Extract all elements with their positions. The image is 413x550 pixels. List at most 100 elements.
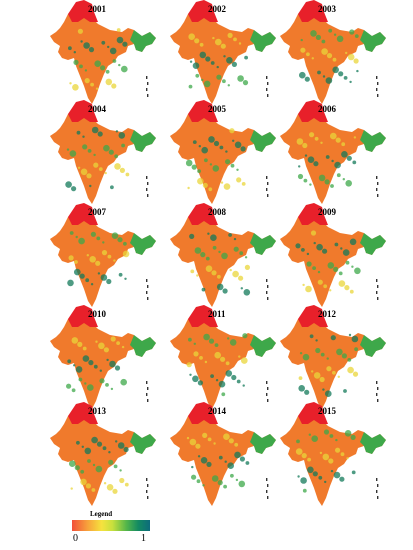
vegetation-patch xyxy=(105,78,113,86)
vegetation-patch xyxy=(349,238,357,246)
map-panel: 2006 xyxy=(268,100,393,204)
map-panel: 2010 xyxy=(38,305,163,409)
island xyxy=(266,393,268,396)
island xyxy=(266,490,268,493)
vegetation-patch xyxy=(326,366,332,372)
vegetation-patch xyxy=(214,351,221,359)
vegetation-patch xyxy=(85,483,91,489)
vegetation-patch xyxy=(347,366,354,374)
vegetation-patch xyxy=(75,235,78,239)
vegetation-patch xyxy=(325,390,332,397)
map-panel: 2015 xyxy=(268,402,393,506)
island xyxy=(147,94,149,97)
vegetation-patch xyxy=(234,141,242,149)
vegetation-patch xyxy=(239,251,244,256)
vegetation-patch xyxy=(80,168,88,176)
vegetation-patch xyxy=(197,455,201,458)
vegetation-patch xyxy=(354,34,359,38)
vegetation-patch xyxy=(233,37,237,42)
vegetation-patch xyxy=(330,184,334,188)
india-landmass xyxy=(280,6,386,104)
vegetation-patch xyxy=(95,340,98,343)
vegetation-patch xyxy=(76,440,80,445)
vegetation-patch xyxy=(329,434,334,438)
island xyxy=(376,490,378,493)
vegetation-patch xyxy=(210,61,215,65)
vegetation-patch xyxy=(321,39,326,44)
vegetation-patch xyxy=(90,283,94,286)
island xyxy=(377,297,379,300)
map-panel: 2009 xyxy=(268,203,393,307)
vegetation-patch xyxy=(240,146,246,152)
vegetation-patch xyxy=(225,150,228,153)
vegetation-patch xyxy=(69,82,72,85)
vegetation-patch xyxy=(186,436,190,440)
vegetation-patch xyxy=(222,79,226,84)
island xyxy=(267,399,269,402)
vegetation-patch xyxy=(110,185,114,190)
vegetation-patch xyxy=(332,66,339,74)
island xyxy=(147,82,149,85)
vegetation-patch xyxy=(304,76,310,82)
vegetation-patch xyxy=(318,475,323,480)
vegetation-patch xyxy=(199,356,203,360)
vegetation-patch xyxy=(339,476,345,482)
vegetation-patch xyxy=(242,80,249,86)
vegetation-patch xyxy=(67,279,74,287)
island xyxy=(146,76,148,79)
island xyxy=(267,484,269,487)
vegetation-patch xyxy=(116,36,124,44)
island xyxy=(377,194,379,197)
vegetation-patch xyxy=(224,460,227,463)
year-label: 2008 xyxy=(208,207,226,217)
vegetation-patch xyxy=(91,126,99,134)
vegetation-patch xyxy=(304,154,308,157)
vegetation-patch xyxy=(76,130,81,135)
vegetation-patch xyxy=(94,60,101,67)
vegetation-patch xyxy=(223,55,226,58)
island xyxy=(146,88,148,91)
vegetation-patch xyxy=(298,385,305,392)
vegetation-patch xyxy=(119,167,125,173)
vegetation-patch xyxy=(96,236,101,241)
island xyxy=(377,399,379,402)
vegetation-patch xyxy=(114,365,121,371)
vegetation-patch xyxy=(326,357,329,360)
vegetation-patch xyxy=(243,289,251,296)
north-region xyxy=(298,0,328,22)
vegetation-patch xyxy=(228,233,232,237)
vegetation-patch xyxy=(328,458,334,464)
vegetation-patch xyxy=(93,153,96,157)
year-label: 2010 xyxy=(88,309,106,319)
vegetation-patch xyxy=(335,438,338,442)
india-landmass xyxy=(50,209,156,307)
vegetation-patch xyxy=(216,65,219,69)
vegetation-patch xyxy=(223,433,230,440)
vegetation-patch xyxy=(80,478,87,486)
vegetation-patch xyxy=(194,38,200,44)
island xyxy=(377,496,379,499)
vegetation-patch xyxy=(74,465,80,471)
vegetation-patch xyxy=(330,469,334,473)
vegetation-patch xyxy=(302,353,310,361)
vegetation-patch xyxy=(213,140,220,147)
vegetation-patch xyxy=(227,32,233,39)
vegetation-patch xyxy=(298,165,301,168)
vegetation-patch xyxy=(124,277,127,280)
vegetation-patch xyxy=(309,334,314,339)
vegetation-patch xyxy=(192,140,197,144)
vegetation-patch xyxy=(304,389,310,395)
vegetation-patch xyxy=(319,451,323,455)
vegetation-patch xyxy=(203,333,210,341)
island xyxy=(147,399,149,402)
vegetation-patch xyxy=(73,364,76,367)
india-landmass xyxy=(50,408,156,506)
india-landmass xyxy=(170,408,276,506)
north-region xyxy=(188,402,218,424)
vegetation-patch xyxy=(81,445,84,448)
vegetation-patch xyxy=(232,139,235,142)
vegetation-patch xyxy=(301,453,307,459)
vegetation-patch xyxy=(113,464,118,469)
vegetation-patch xyxy=(343,389,347,393)
vegetation-patch xyxy=(108,149,114,155)
